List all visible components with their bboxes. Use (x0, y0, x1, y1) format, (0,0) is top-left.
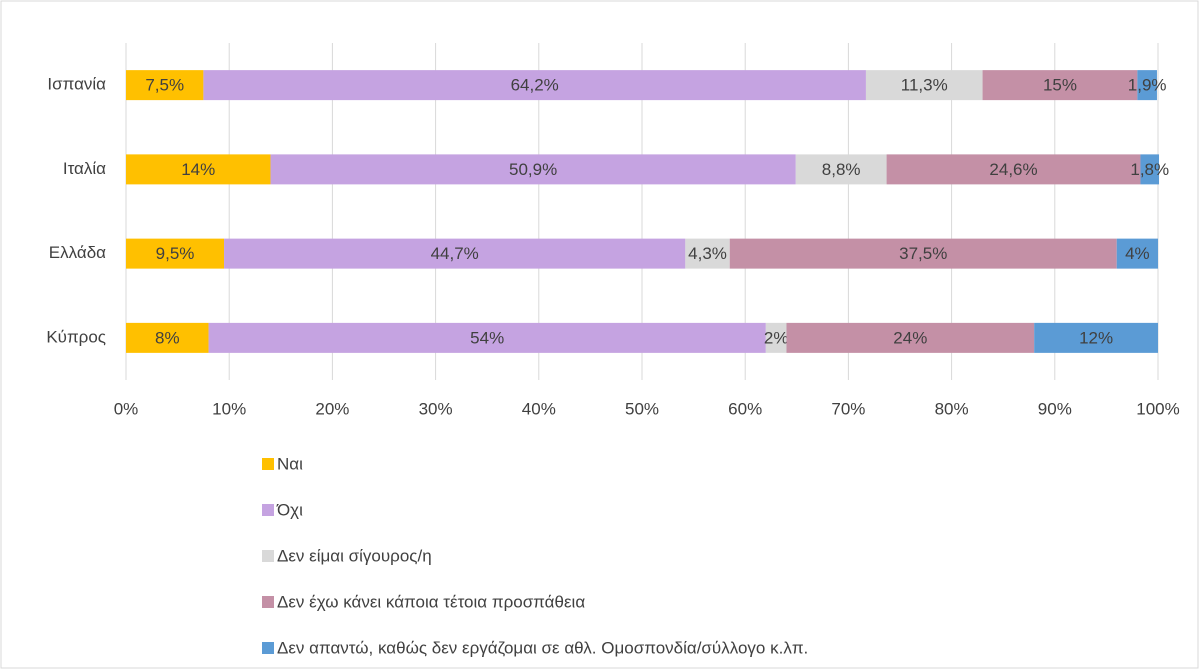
y-tick-label: Κύπρος (46, 327, 106, 346)
legend-swatch (262, 642, 274, 654)
bar-segment (1116, 238, 1158, 269)
y-tick-label: Ιταλία (63, 159, 106, 178)
data-label: 24,6% (989, 160, 1037, 179)
x-tick-label: 20% (315, 399, 349, 418)
data-label: 9,5% (156, 244, 195, 263)
x-tick-label: 60% (728, 399, 762, 418)
bar-segment (685, 238, 730, 269)
legend-label: Ναι (277, 454, 303, 473)
bar-segment (1137, 70, 1157, 101)
bar-segment (982, 70, 1138, 101)
bar-segment (224, 238, 686, 269)
x-tick-label: 70% (831, 399, 865, 418)
legend-label: Δεν έχω κάνει κάποια τέτοια προσπάθεια (277, 592, 585, 611)
legend-label: Δεν απαντώ, καθώς δεν εργάζομαι σε αθλ. … (277, 638, 808, 657)
bar-segment (886, 154, 1141, 185)
legend-swatch (262, 458, 274, 470)
x-tick-label: 50% (625, 399, 659, 418)
bar-segment (126, 238, 225, 269)
bar-segment (729, 238, 1117, 269)
bar-segment (765, 322, 787, 353)
data-label: 1,9% (1128, 76, 1167, 95)
legend-label: Δεν είμαι σίγουρος/η (277, 546, 432, 565)
bar-segment (1034, 322, 1158, 353)
x-tick-label: 0% (114, 399, 139, 418)
data-label: 15% (1043, 76, 1077, 95)
data-label: 7,5% (145, 76, 184, 95)
y-tick-label: Ισπανία (47, 75, 106, 94)
x-tick-label: 90% (1038, 399, 1072, 418)
data-label: 8,8% (822, 160, 861, 179)
bar-segment (203, 70, 866, 101)
data-label: 14% (181, 160, 215, 179)
data-label: 1,8% (1130, 160, 1169, 179)
bar-segment (865, 70, 983, 101)
bar-segment (126, 70, 204, 101)
data-label: 44,7% (431, 244, 479, 263)
data-label: 4,3% (688, 244, 727, 263)
bar-segment (795, 154, 887, 185)
legend-swatch (262, 504, 274, 516)
x-tick-label: 40% (522, 399, 556, 418)
data-label: 12% (1079, 328, 1113, 347)
bar-segment (1140, 154, 1160, 185)
legend-swatch (262, 596, 274, 608)
legend-label: Όχι (276, 500, 303, 519)
bar-segment (786, 322, 1035, 353)
legend-swatch (262, 550, 274, 562)
x-tick-label: 30% (419, 399, 453, 418)
data-label: 24% (893, 328, 927, 347)
data-label: 64,2% (511, 76, 559, 95)
bar-segment (270, 154, 796, 185)
bar-segment (126, 154, 271, 185)
bar-segment (208, 322, 766, 353)
x-tick-label: 10% (212, 399, 246, 418)
data-label: 37,5% (899, 244, 947, 263)
data-label: 50,9% (509, 160, 557, 179)
data-label: 54% (470, 328, 504, 347)
data-label: 2% (764, 328, 789, 347)
data-label: 4% (1125, 244, 1150, 263)
y-tick-label: Ελλάδα (49, 243, 106, 262)
x-tick-label: 80% (935, 399, 969, 418)
x-tick-label: 100% (1136, 399, 1179, 418)
bar-segment (126, 322, 209, 353)
data-label: 11,3% (901, 76, 948, 95)
data-label: 8% (155, 328, 180, 347)
